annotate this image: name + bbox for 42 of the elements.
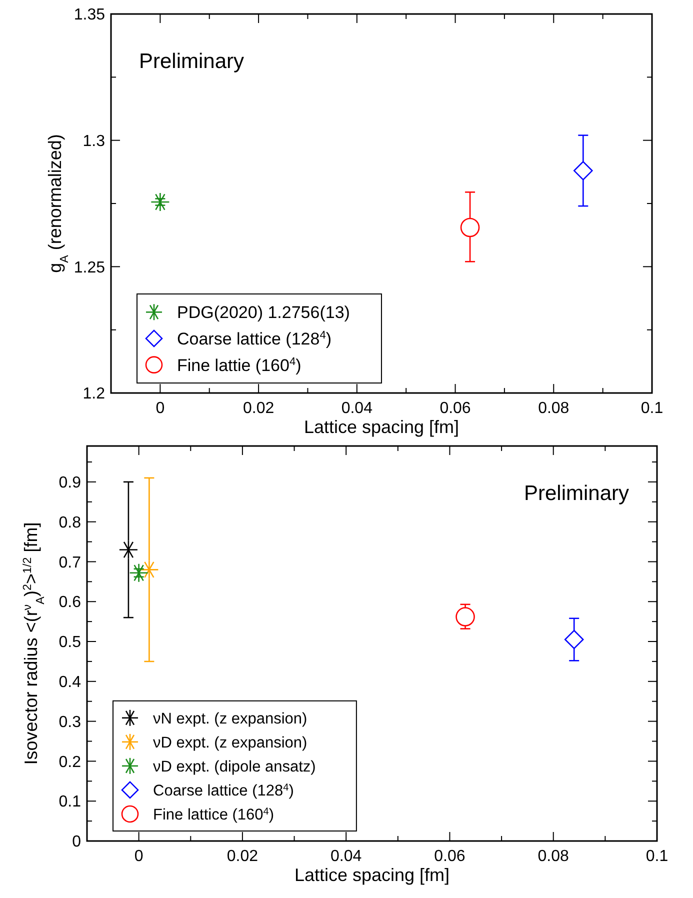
point <box>564 630 584 650</box>
y-tick-label: 0.9 <box>58 474 82 492</box>
legend-label: νD expt. (dipole ansatz) <box>153 758 316 776</box>
y-tick-label: 0.3 <box>58 714 82 731</box>
annotation: Preliminary <box>524 482 630 505</box>
x-tick-label: 0.08 <box>538 848 570 865</box>
y-tick-label: 0.1 <box>58 794 82 811</box>
y-tick-label: 0 <box>72 834 82 851</box>
x-axis-title: Lattice spacing [fm] <box>294 865 450 885</box>
x-tick-label: 0.02 <box>242 400 274 417</box>
legend-label: Fine lattie (160$^{4}$) <box>177 356 302 375</box>
x-axis-title: Lattice spacing [fm] <box>304 417 460 437</box>
y-tick-label: 0.6 <box>58 594 82 612</box>
x-tick-label: 0.06 <box>434 848 466 865</box>
legend-label: Fine lattice (160$^{4}$) <box>153 806 274 824</box>
x-tick-label: 0.04 <box>341 400 373 417</box>
x-tick-label: 0 <box>156 400 165 417</box>
y-tick-label: 0.5 <box>58 634 82 652</box>
legend-label: Coarse lattice (128$^{4}$) <box>177 329 332 348</box>
y-tick-label: 0.7 <box>58 554 82 572</box>
y-tick-label: 1.35 <box>74 6 106 24</box>
x-tick-label: 0 <box>134 848 144 865</box>
legend-label: νD expt. (z expansion) <box>153 734 308 752</box>
x-tick-label: 0.1 <box>646 848 668 865</box>
annotation: Preliminary <box>139 50 245 73</box>
y-tick-label: 0.2 <box>58 754 82 771</box>
x-tick-label: 0.04 <box>330 848 362 865</box>
legend-label: νN expt. (z expansion) <box>153 710 308 728</box>
x-tick-label: 0.08 <box>538 400 570 417</box>
x-tick-label: 0.06 <box>440 400 471 417</box>
y-tick-label: 0.8 <box>58 514 82 532</box>
x-tick-label: 0.02 <box>226 848 258 865</box>
y-tick-label: 1.3 <box>82 132 106 150</box>
legend-label: PDG(2020) 1.2756(13) <box>177 303 350 322</box>
x-tick-label: 0.1 <box>640 400 664 417</box>
y-tick-label: 1.25 <box>74 259 106 276</box>
point <box>573 161 593 180</box>
point <box>460 218 480 238</box>
y-tick-label: 0.4 <box>58 674 82 692</box>
y-tick-label: 1.2 <box>82 386 106 403</box>
point <box>456 607 475 626</box>
legend-label: Coarse lattice (128$^{4}$) <box>153 782 294 800</box>
